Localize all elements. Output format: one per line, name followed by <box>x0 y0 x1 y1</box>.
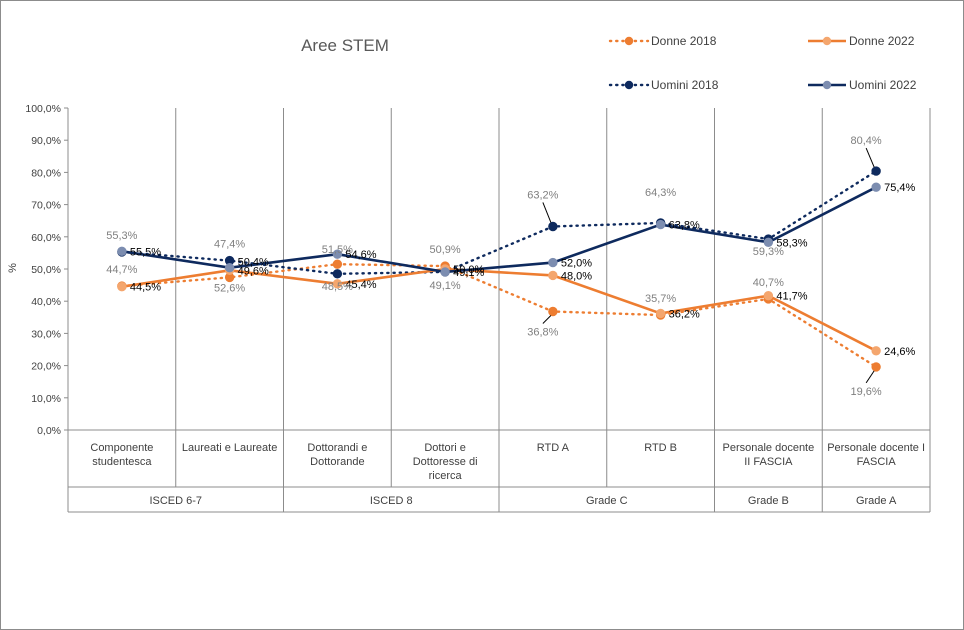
data-point <box>763 291 774 301</box>
data-label: 63,2% <box>527 189 558 201</box>
legend-entry: Uomini 2022 <box>849 78 917 92</box>
data-point <box>655 308 666 319</box>
axes: 0,0% 10,0% 20,0% 30,0% 40,0% 50,0% 60,0% 70,0% 8… <box>25 103 931 513</box>
series-line <box>121 186 877 274</box>
data-label: 52,0% <box>561 258 592 270</box>
y-tick-label: 40,0% <box>31 296 61 308</box>
data-label: 50,4% <box>238 257 269 269</box>
data-label: 49,1% <box>453 267 484 279</box>
data-label: 36,8% <box>527 327 558 339</box>
group-label: Grade B <box>748 495 789 507</box>
data-point <box>440 267 450 277</box>
data-label: 44,7% <box>106 264 137 276</box>
group-label: ISCED 6-7 <box>149 495 202 507</box>
data-point <box>763 237 774 247</box>
label-leader-line <box>865 370 875 384</box>
data-point <box>117 282 127 292</box>
x-tick-label: Dottori e Dottoresse di ricerca <box>413 442 478 482</box>
x-tick-label: RTD A <box>537 442 570 454</box>
data-point <box>332 259 343 269</box>
data-label: 50,0% <box>453 264 484 276</box>
data-labels: 44,7% 52,6% 51,5% 50,9% 36,8% 35,7% 40,7% 19,6%… <box>106 135 915 398</box>
data-label: 36,2% <box>669 308 700 320</box>
label-leader-line <box>542 202 552 223</box>
y-tick-label: 0,0% <box>37 425 61 437</box>
series-line <box>121 267 877 352</box>
data-label: 47,4% <box>214 239 245 251</box>
data-label: 19,6% <box>851 386 882 398</box>
data-label: 50,9% <box>430 244 461 256</box>
data-label: 55,3% <box>106 230 137 242</box>
y-tick-label: 100,0% <box>25 103 61 115</box>
x-tick-label: Personale docente II FASCIA <box>723 442 815 468</box>
data-label: 75,4% <box>884 182 915 194</box>
data-point <box>871 346 881 356</box>
data-point <box>332 249 343 259</box>
legend-marker <box>822 36 832 46</box>
data-label: 49,1% <box>430 280 461 292</box>
data-point <box>224 263 235 273</box>
x-tick-label: RTD B <box>644 442 677 454</box>
data-label: 45,4% <box>345 279 376 291</box>
data-label: 52,6% <box>214 282 245 294</box>
data-label: 80,4% <box>851 135 882 147</box>
x-tick-label: Dottorandi e Dottorande <box>307 442 367 468</box>
data-label: 63,8% <box>669 220 700 232</box>
data-point <box>548 221 558 232</box>
data-point <box>655 219 666 230</box>
series-line <box>120 262 878 369</box>
legend: Donne 2018 Donne 2022 Uomini 2018 Uomini 20… <box>608 34 917 92</box>
y-tick-label: 50,0% <box>31 264 61 276</box>
data-label: 51,5% <box>322 244 353 256</box>
data-point <box>548 306 558 317</box>
data-label: 44,5% <box>130 282 161 294</box>
legend-entry: Donne 2018 <box>651 34 717 48</box>
data-label: 24,6% <box>884 346 915 358</box>
data-label: 49,6% <box>238 265 269 277</box>
y-tick-label: 30,0% <box>31 328 61 340</box>
data-point <box>871 166 881 176</box>
y-tick-label: 20,0% <box>31 361 61 373</box>
label-leader-line <box>865 147 875 168</box>
data-label: 48,5% <box>322 281 353 293</box>
x-tick-label: Componente studentesca <box>90 442 153 468</box>
data-point <box>332 279 343 289</box>
data-point <box>548 257 558 268</box>
data-label: 54,6% <box>345 249 376 261</box>
legend-marker <box>822 80 832 90</box>
series-line <box>120 169 878 276</box>
legend-marker <box>624 36 634 46</box>
chart-title: Aree STEM <box>301 36 389 55</box>
y-axis-label: % <box>7 263 19 273</box>
y-tick-label: 70,0% <box>31 200 61 212</box>
group-label: ISCED 8 <box>370 495 413 507</box>
y-tick-label: 90,0% <box>31 135 61 147</box>
data-point <box>871 182 881 192</box>
data-point <box>871 362 881 372</box>
data-point <box>548 270 558 281</box>
data-point <box>117 246 127 256</box>
label-leader-line <box>542 315 552 324</box>
data-label: 55,5% <box>130 246 161 258</box>
legend-marker <box>624 80 634 90</box>
legend-entry: Uomini 2018 <box>651 78 719 92</box>
group-label: Grade C <box>586 495 628 507</box>
data-label: 35,7% <box>645 293 676 305</box>
data-label: 41,7% <box>776 291 807 303</box>
data-label: 59,3% <box>753 246 784 258</box>
group-label: Grade A <box>856 495 897 507</box>
data-label: 64,3% <box>645 187 676 199</box>
y-tick-label: 60,0% <box>31 232 61 244</box>
y-tick-label: 80,0% <box>31 167 61 179</box>
x-tick-label: Laureati e Laureate <box>182 442 277 454</box>
legend-entry: Donne 2022 <box>849 34 915 48</box>
data-label: 58,3% <box>776 237 807 249</box>
data-label: 48,0% <box>561 270 592 282</box>
x-tick-label: Personale docente I FASCIA <box>827 442 925 468</box>
series-lines <box>117 166 881 372</box>
data-label: 40,7% <box>753 277 784 289</box>
y-tick-label: 10,0% <box>31 393 61 405</box>
data-point <box>332 269 343 279</box>
